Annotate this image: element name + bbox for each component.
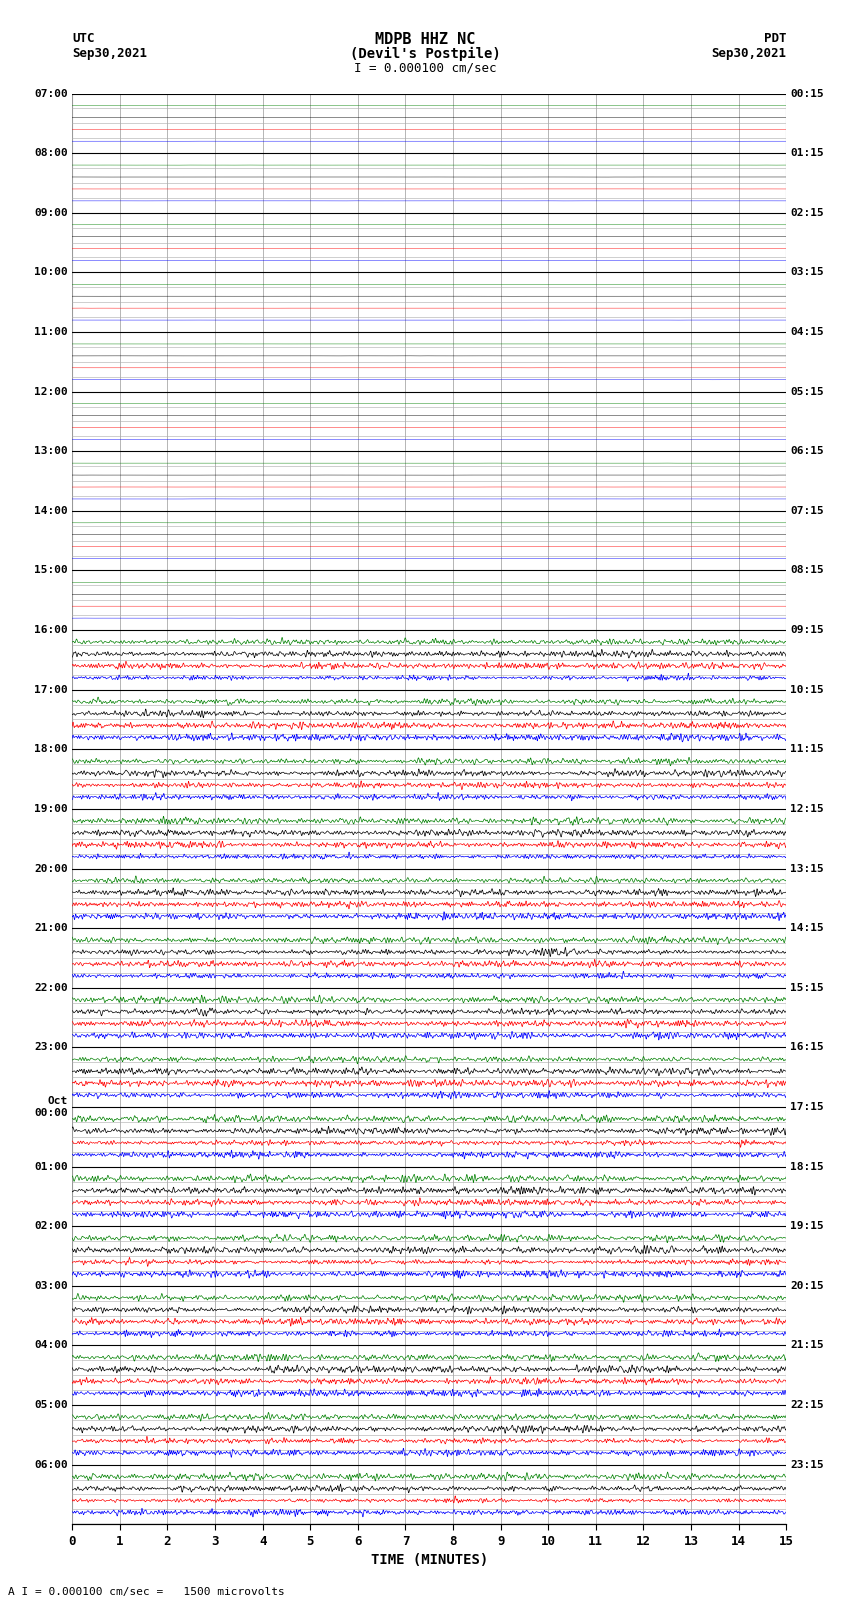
Text: I = 0.000100 cm/sec: I = 0.000100 cm/sec [354, 61, 496, 74]
Text: MDPB HHZ NC: MDPB HHZ NC [375, 32, 475, 47]
X-axis label: TIME (MINUTES): TIME (MINUTES) [371, 1553, 488, 1568]
Text: (Devil's Postpile): (Devil's Postpile) [349, 47, 501, 61]
Text: A I = 0.000100 cm/sec =   1500 microvolts: A I = 0.000100 cm/sec = 1500 microvolts [8, 1587, 286, 1597]
Text: Sep30,2021: Sep30,2021 [72, 47, 147, 60]
Text: Sep30,2021: Sep30,2021 [711, 47, 786, 60]
Text: PDT: PDT [764, 32, 786, 45]
Text: UTC: UTC [72, 32, 94, 45]
